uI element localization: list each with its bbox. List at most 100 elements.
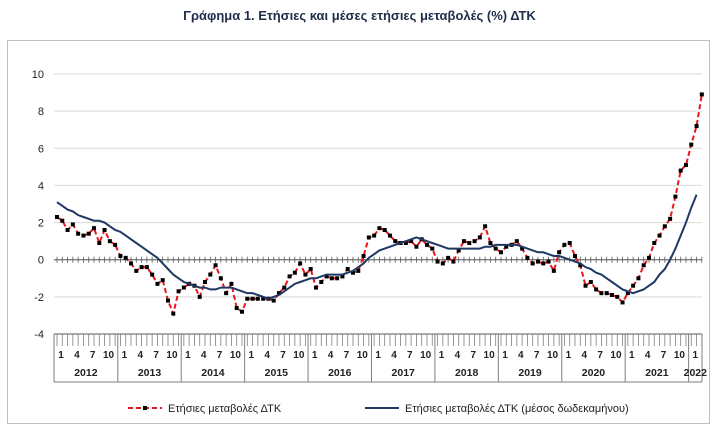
data-point-annual [340, 274, 345, 279]
month-tick-label: 10 [103, 350, 115, 361]
data-point-annual [572, 254, 577, 258]
data-point-annual [282, 285, 287, 290]
month-tick-label: 1 [375, 350, 381, 361]
month-tick-label: 4 [391, 350, 397, 361]
data-point-annual [483, 224, 488, 229]
data-point-annual [424, 242, 429, 247]
data-point-annual [520, 246, 525, 251]
data-point-annual [91, 226, 96, 231]
data-point-annual [255, 296, 260, 301]
legend: Ετήσιες μεταβολές ΔΤΚ Ετήσιες μεταβολές Δ… [128, 403, 629, 415]
data-point-annual [335, 276, 340, 281]
data-point-annual [319, 280, 324, 284]
data-point-annual [356, 268, 361, 273]
legend-label-average: Ετήσιες μεταβολές ΔΤΚ (μέσος δωδεκαμήνου… [405, 403, 629, 415]
data-point-annual [65, 228, 70, 232]
data-point-annual [361, 254, 366, 258]
data-point-annual [668, 216, 673, 221]
data-point-annual [118, 254, 123, 258]
month-tick-label: 10 [547, 350, 559, 361]
data-point-annual [224, 291, 229, 296]
year-label: 2019 [518, 367, 542, 379]
data-point-annual [430, 246, 435, 251]
data-point-annual [604, 291, 609, 296]
month-tick-label: 1 [692, 350, 698, 361]
series-line-average [56, 194, 698, 300]
data-point-annual [530, 261, 535, 266]
data-point-annual [76, 231, 81, 236]
data-point-annual [599, 291, 604, 296]
data-point-annual [313, 285, 318, 290]
month-tick-label: 1 [439, 350, 445, 361]
month-tick-label: 7 [153, 350, 159, 361]
data-point-annual [308, 267, 313, 271]
data-point-annual [567, 241, 572, 245]
month-tick-label: 10 [674, 350, 686, 361]
data-point-annual [409, 239, 414, 244]
y-tick-label: 2 [38, 218, 44, 230]
data-point-annual [202, 280, 207, 284]
data-point-annual [393, 239, 398, 244]
month-tick-label: 10 [420, 350, 432, 361]
data-point-annual [345, 267, 350, 271]
y-tick-label: 6 [38, 143, 44, 155]
data-point-annual [377, 226, 382, 231]
series-layer [55, 92, 704, 317]
data-point-annual [699, 92, 704, 97]
month-tick-label: 4 [455, 350, 461, 361]
data-point-annual [382, 228, 387, 232]
month-tick-label: 1 [122, 350, 128, 361]
data-point-annual [541, 261, 546, 266]
month-tick-label: 4 [645, 350, 651, 361]
y-tick-label: -2 [34, 292, 44, 304]
data-point-annual [646, 255, 651, 260]
data-point-annual [477, 235, 482, 240]
year-label: 2015 [265, 367, 289, 379]
data-point-annual [657, 233, 662, 238]
data-point-annual [440, 261, 445, 266]
data-point-annual [350, 270, 355, 275]
x-axis: 1 4 7 10 1 4 7 10 1 4 7 10 1 4 7 10 1 4 7 10 1 4 7 10 1 4 7 10 1 4 7 10… [53, 333, 707, 383]
month-tick-label: 4 [518, 350, 524, 361]
data-point-annual [81, 233, 86, 238]
data-point-annual [535, 259, 540, 264]
data-point-annual [683, 163, 688, 167]
data-point-annual [609, 293, 614, 297]
data-point-annual [551, 268, 556, 273]
y-tick-label: 10 [32, 69, 44, 81]
year-label: 2012 [74, 367, 98, 379]
month-tick-label: 7 [661, 350, 667, 361]
data-point-annual [271, 298, 276, 303]
month-tick-label: 7 [217, 350, 223, 361]
month-tick-label: 10 [357, 350, 369, 361]
data-point-annual [636, 276, 641, 281]
month-tick-label: 1 [566, 350, 572, 361]
legend-label-annual: Ετήσιες μεταβολές ΔΤΚ [168, 403, 282, 415]
data-point-annual [261, 296, 266, 301]
data-point-annual [631, 283, 636, 288]
data-point-annual [324, 274, 329, 279]
data-point-annual [97, 241, 102, 245]
data-point-annual [181, 285, 186, 290]
data-point-annual [239, 309, 244, 314]
data-point-annual [620, 300, 625, 305]
month-tick-label: 7 [407, 350, 413, 361]
data-point-annual [446, 255, 451, 260]
data-point-annual [123, 255, 128, 260]
data-point-annual [366, 235, 371, 240]
data-point-annual [615, 294, 620, 299]
month-tick-label: 7 [344, 350, 350, 361]
data-point-annual [150, 272, 155, 277]
data-point-annual [287, 274, 292, 279]
data-point-annual [102, 228, 107, 232]
month-tick-label: 4 [138, 350, 144, 361]
data-point-annual [372, 233, 377, 238]
data-point-annual [625, 291, 630, 296]
month-tick-label: 10 [293, 350, 305, 361]
data-point-annual [557, 250, 562, 255]
month-tick-label: 10 [230, 350, 242, 361]
data-point-annual [678, 168, 683, 173]
data-point-annual [329, 276, 334, 281]
month-tick-label: 10 [610, 350, 622, 361]
